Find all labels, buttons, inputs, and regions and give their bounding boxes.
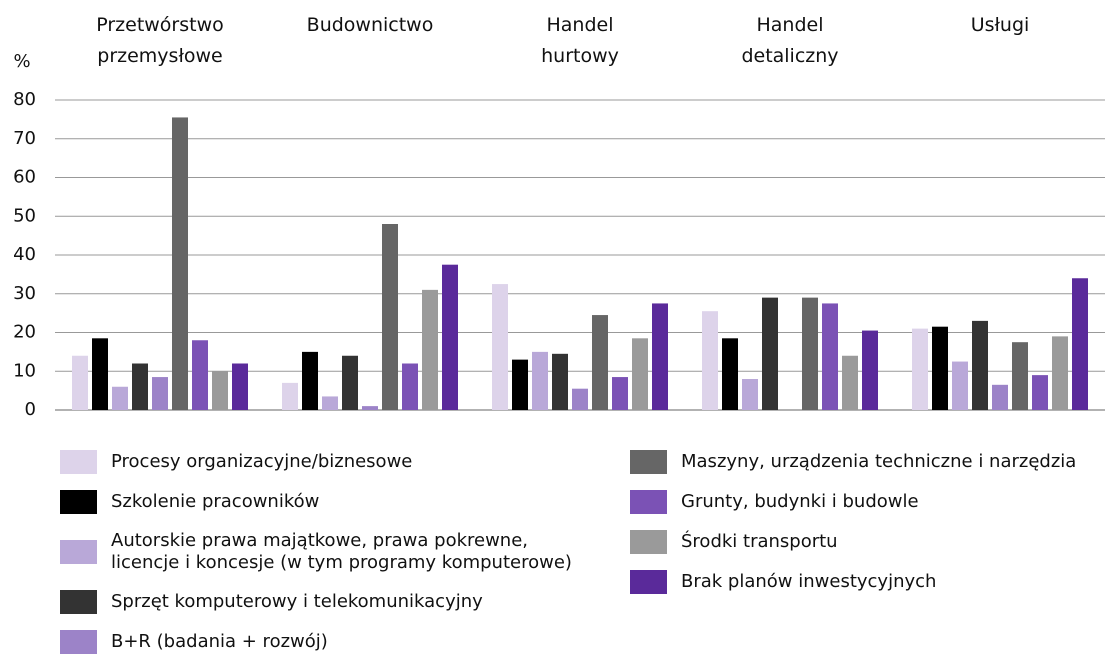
bar (612, 377, 628, 410)
y-tick-label: 0 (25, 399, 36, 420)
bar (172, 117, 188, 410)
bar (402, 363, 418, 410)
bar (532, 351, 548, 410)
legend-label: Maszyny, urządzenia techniczne i narzędz… (681, 451, 1077, 472)
legend-label: Grunty, budynki i budowle (681, 491, 919, 512)
bar (1052, 336, 1068, 410)
y-tick-label: 10 (13, 360, 36, 381)
bar (912, 328, 928, 410)
legend-swatch (630, 450, 667, 474)
y-tick-label: 70 (13, 128, 36, 149)
bar (192, 340, 208, 410)
legend: Maszyny, urządzenia techniczne i narzędz… (630, 450, 1076, 594)
legend-item: B+R (badania + rozwój) (60, 630, 572, 654)
legend-swatch (60, 630, 97, 654)
bar (842, 355, 858, 410)
legend-label: Brak planów inwestycyjnych (681, 571, 937, 592)
y-axis-label: % (13, 51, 30, 72)
bar (952, 361, 968, 410)
bar (302, 351, 318, 410)
legend-item: Środki transportu (630, 530, 1076, 554)
bar (362, 406, 378, 410)
bar (512, 359, 528, 410)
legend-item: Szkolenie pracowników (60, 490, 572, 514)
bar (92, 338, 108, 410)
legend-label: Procesy organizacyjne/biznesowe (111, 451, 413, 472)
legend-label: Autorskie prawa majątkowe, prawa pokrewn… (111, 530, 572, 573)
bar (212, 371, 228, 410)
x-tick-label: Budownictwo (306, 14, 434, 36)
legend-label: Sprzęt komputerowy i telekomunikacyjny (111, 591, 483, 612)
bar (632, 338, 648, 410)
bar (232, 363, 248, 410)
legend-swatch (60, 540, 97, 564)
legend-label: Szkolenie pracowników (111, 491, 320, 512)
legend-item: Maszyny, urządzenia techniczne i narzędz… (630, 450, 1076, 474)
bar (422, 289, 438, 410)
bar (322, 396, 338, 410)
bar (722, 338, 738, 410)
y-tick-label: 50 (13, 205, 36, 226)
bar (132, 363, 148, 410)
bar (152, 377, 168, 410)
bar (592, 315, 608, 410)
y-tick-label: 30 (13, 283, 36, 304)
bar (972, 320, 988, 410)
legend-label: Środki transportu (681, 531, 838, 552)
bar (802, 297, 818, 410)
legend-swatch (60, 490, 97, 514)
bar (1032, 375, 1048, 410)
legend-item: Brak planów inwestycyjnych (630, 570, 1076, 594)
bar (72, 355, 88, 410)
legend-swatch (630, 570, 667, 594)
bar (572, 388, 588, 410)
legend-swatch (60, 590, 97, 614)
bar (1012, 342, 1028, 410)
bar (382, 224, 398, 410)
bar (742, 379, 758, 410)
x-tick-label: Przetwórstwo przemysłowe (96, 14, 224, 67)
x-tick-label: Usługi (970, 14, 1030, 36)
y-tick-label: 40 (13, 244, 36, 265)
legend: Procesy organizacyjne/biznesowe Szkolenie… (60, 450, 572, 654)
bar (492, 284, 508, 410)
x-tick-label: Handel hurtowy (541, 14, 619, 67)
legend-swatch (630, 530, 667, 554)
bar (762, 297, 778, 410)
legend-item: Sprzęt komputerowy i telekomunikacyjny (60, 590, 572, 614)
bar (282, 382, 298, 410)
bar (702, 311, 718, 410)
y-tick-label: 80 (13, 89, 36, 110)
legend-item: Procesy organizacyjne/biznesowe (60, 450, 572, 474)
bar (442, 264, 458, 410)
x-tick-label: Handel detaliczny (741, 14, 839, 67)
y-tick-label: 20 (13, 322, 36, 343)
legend-item: Grunty, budynki i budowle (630, 490, 1076, 514)
bar (862, 330, 878, 410)
bar (652, 303, 668, 410)
legend-swatch (630, 490, 667, 514)
bar (342, 355, 358, 410)
legend-label: B+R (badania + rozwój) (111, 631, 328, 652)
bar (552, 353, 568, 410)
bar (1072, 278, 1088, 410)
bar (822, 303, 838, 410)
bar (992, 384, 1008, 410)
bar (932, 326, 948, 410)
legend-item: Autorskie prawa majątkowe, prawa pokrewn… (60, 530, 572, 574)
legend-swatch (60, 450, 97, 474)
y-tick-label: 60 (13, 167, 36, 188)
bar (112, 386, 128, 410)
